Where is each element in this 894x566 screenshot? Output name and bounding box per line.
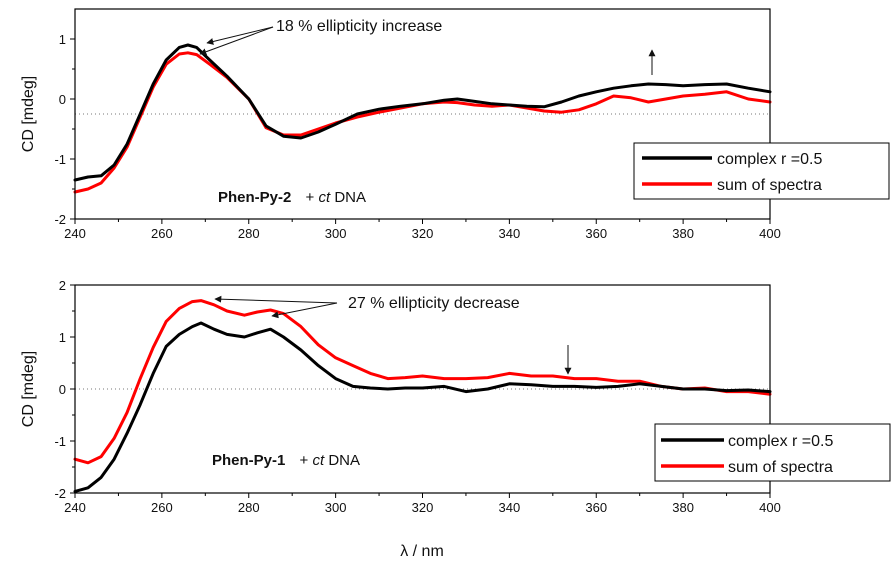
bottom-compound-ct: ct	[312, 452, 325, 469]
top-x-tick-label: 300	[325, 226, 347, 241]
bottom-axis-ticks: 240 260 280 300 320 340 360 380 400 -2 -1 0 1 2	[54, 278, 780, 515]
bottom-chart-panel: 240 260 280 300 320 340 360 380 400 -2 -1 0 1 2 CD [m…	[20, 278, 891, 560]
bottom-series-sum-of-spectra	[73, 299, 772, 465]
bottom-x-tick-label: 360	[585, 500, 607, 515]
top-annotation-arrow-1	[206, 26, 274, 45]
bottom-x-tick-label: 280	[238, 500, 260, 515]
top-legend-label-sum: sum of spectra	[717, 177, 822, 194]
top-legend-box	[633, 142, 890, 200]
top-y-tick-label: 0	[59, 92, 66, 107]
top-x-tick-label: 340	[499, 226, 521, 241]
bottom-y-tick-label: -1	[54, 434, 66, 449]
bottom-y-axis-label: CD [mdeg]	[20, 351, 37, 427]
bottom-x-tick-label: 300	[325, 500, 347, 515]
top-x-tick-label: 400	[759, 226, 781, 241]
bottom-annotation-arrow-2	[271, 302, 338, 319]
bottom-series-group	[73, 299, 772, 493]
top-legend: complex r =0.5 sum of spectra	[633, 142, 890, 200]
bottom-x-tick-label: 320	[412, 500, 434, 515]
top-y-axis-label: CD [mdeg]	[20, 76, 37, 152]
bottom-y-tick-label: 0	[59, 382, 66, 397]
bottom-compound-name: Phen-Py-1	[212, 452, 285, 469]
top-y-tick-label: -2	[54, 212, 66, 227]
top-series-complex	[73, 43, 772, 182]
top-x-tick-label: 280	[238, 226, 260, 241]
top-x-tick-label: 360	[585, 226, 607, 241]
top-annotation-increase: 18 % ellipticity increase	[276, 18, 442, 35]
bottom-x-tick-label: 400	[759, 500, 781, 515]
top-chart-panel: 240 260 280 300 320 340 360 380 400 -2 -1 0 1 CD [md…	[20, 8, 890, 241]
top-y-tick-label: 1	[59, 32, 66, 47]
top-x-tick-label: 380	[672, 226, 694, 241]
bottom-y-tick-label: 2	[59, 278, 66, 293]
bottom-x-tick-label: 340	[499, 500, 521, 515]
bottom-x-axis-label: λ / nm	[400, 543, 444, 560]
bottom-series-complex	[73, 321, 772, 493]
bottom-legend-box	[654, 423, 891, 482]
bottom-annotation-decrease: 27 % ellipticity decrease	[348, 295, 520, 312]
top-compound-plus: +	[306, 189, 319, 206]
bottom-annotation-arrow-1	[214, 295, 338, 304]
bottom-y-tick-label: -2	[54, 486, 66, 501]
top-plot-frame	[74, 8, 771, 220]
top-compound-ct: ct	[318, 189, 331, 206]
bottom-legend-label-complex: complex r =0.5	[728, 433, 833, 450]
top-x-tick-label: 240	[64, 226, 86, 241]
bottom-compound-dna: DNA	[328, 452, 360, 469]
bottom-compound-plus: +	[300, 452, 313, 469]
top-compound-name: Phen-Py-2	[218, 189, 291, 206]
top-series-group	[73, 43, 772, 194]
top-x-tick-label: 260	[151, 226, 173, 241]
bottom-legend-label-sum: sum of spectra	[728, 459, 833, 476]
top-series-sum-of-spectra	[73, 51, 772, 194]
bottom-x-tick-label: 380	[672, 500, 694, 515]
top-compound-dna: DNA	[334, 189, 366, 206]
top-x-tick-label: 320	[412, 226, 434, 241]
bottom-compound-label: Phen-Py-1 + ct DNA	[212, 452, 360, 469]
top-y-tick-label: -1	[54, 152, 66, 167]
top-legend-label-complex: complex r =0.5	[717, 151, 822, 168]
bottom-x-tick-label: 260	[151, 500, 173, 515]
bottom-x-tick-label: 240	[64, 500, 86, 515]
top-annotation-arrow-2	[199, 26, 274, 56]
bottom-y-tick-label: 1	[59, 330, 66, 345]
bottom-legend: complex r =0.5 sum of spectra	[654, 423, 891, 482]
top-axis-ticks: 240 260 280 300 320 340 360 380 400 -2 -1 0 1	[54, 32, 780, 241]
top-compound-label: Phen-Py-2 + ct DNA	[218, 189, 366, 206]
bottom-plot-frame	[74, 284, 771, 494]
